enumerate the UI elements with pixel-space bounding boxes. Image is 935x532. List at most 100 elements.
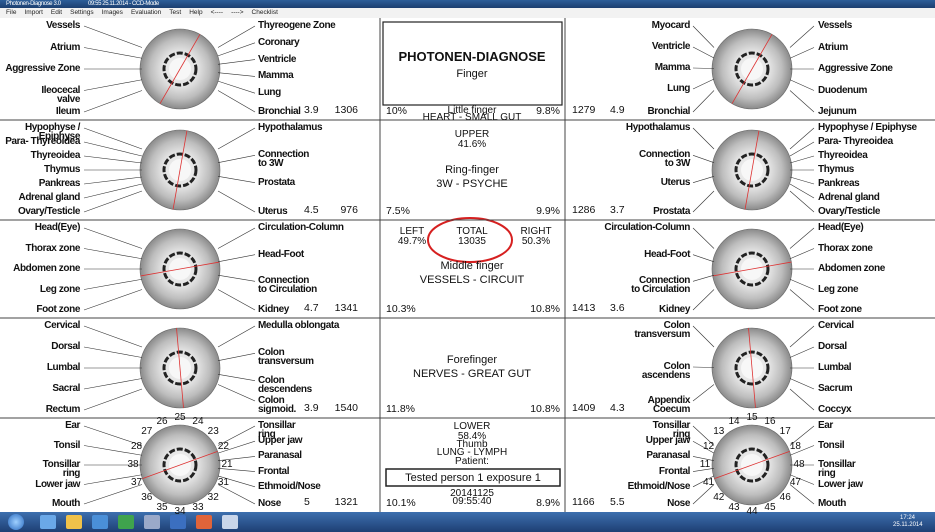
menu-item[interactable]: Images [102,9,123,17]
inner-label: Kidney [659,305,690,314]
balance-value: TOTAL [442,227,502,236]
sector-number: 27 [137,427,157,436]
menu-item[interactable]: Import [24,9,42,17]
outer-label: Leg zone [40,285,80,294]
clock-time: 17:24 [900,515,915,522]
sector-number: 16 [760,417,780,426]
inner-label: Upper jaw [646,436,690,445]
patient-label: Patient: [382,457,562,466]
menu-item[interactable]: ----> [231,9,243,17]
sector-number: 31 [213,478,233,487]
inner-label: Upper jaw [258,436,302,445]
inner-label: Circulation-Column [258,223,344,232]
sector-number: 37 [127,478,147,487]
outer-label: Cervical [44,321,80,330]
balance-value: 50.3% [506,237,566,246]
outer-label: Abdomen zone [13,264,80,273]
finger-group: NERVES - GREAT GUT [382,368,562,380]
inner-label: Nose [667,499,690,508]
outer-label: Dorsal [818,342,847,351]
right-percent: 10.8% [530,305,560,314]
menu-item[interactable]: Edit [51,9,62,17]
outer-label: Tonsillar ring [43,460,80,478]
inner-label: Appendix Coecum [648,396,690,414]
sector-number: 21 [217,460,237,469]
inner-label: Hypothalamus [258,123,322,132]
inner-label: Uterus [661,178,690,187]
inner-label: Ethmoid/Nose [258,482,320,491]
menu-item[interactable]: Settings [70,9,94,17]
inner-label: Paranasal [258,451,302,460]
outer-label: Thorax zone [26,244,81,253]
photon-count: 1413 [572,304,595,313]
menu-item[interactable]: Evaluation [131,9,161,17]
outer-label: Pankreas [818,179,859,188]
photon-count: 1409 [572,404,595,413]
outer-label: Lower jaw [818,480,863,489]
sector-number: 26 [152,417,172,426]
inner-label: Circulation-Column [604,223,690,232]
outer-label: Adrenal gland [19,193,80,202]
outer-label: Head(Eye) [818,223,863,232]
inner-label: Colon ascendens [642,362,690,380]
outer-label: Mouth [818,499,846,508]
finger-name: Forefinger [382,354,562,366]
hand-section: 41.6% [382,140,562,149]
outer-label: Hypophyse / Epiphyse [818,123,917,132]
sector-number: 13 [709,427,729,436]
inner-label: Head-Foot [258,250,304,259]
outer-label: Cervical [818,321,854,330]
menu-item[interactable]: <---- [211,9,223,17]
finger-group: 3W - PSYCHE [382,178,562,190]
sector-number: 45 [760,503,780,512]
finger-name: Ring-finger [382,164,562,176]
sector-number: 12 [699,442,719,451]
app-heading: PHOTONEN-DIAGNOSE [382,50,562,64]
inner-label: Lung [667,84,690,93]
finger-name: Middle finger [382,260,562,272]
menu-item[interactable]: Checklist [252,9,278,17]
sector-number: 17 [775,427,795,436]
inner-label: Frontal [258,467,289,476]
outer-label: Pankreas [39,179,80,188]
inner-label: Colon descendens [258,376,312,394]
sector-number: 18 [785,442,805,451]
menu-item[interactable]: Help [189,9,202,17]
outer-label: Ileum [56,107,80,116]
left-percent: 11.8% [386,405,415,414]
outer-label: Vessels [46,21,80,30]
inner-label: Connection to 3W [258,150,309,168]
inner-label: Mamma [655,63,690,72]
inner-label: Ventricle [652,42,690,51]
sector-number: 41 [699,478,719,487]
menu-item[interactable]: Test [169,9,181,17]
inner-label: Uterus [258,207,287,216]
right-percent: 10.8% [530,405,560,414]
inner-label: Kidney [258,305,289,314]
outer-label: Vessels [818,21,852,30]
photon-count: 1166 [572,498,595,507]
outer-label: Atrium [818,43,848,52]
right-percent: 9.9% [536,207,560,216]
patient-name: Tested person 1 exposure 1 [387,473,559,484]
photon-count: 1306 [335,106,358,115]
finger-group: VESSELS - CIRCUIT [382,274,562,286]
inner-label: Ventricle [258,55,296,64]
outer-label: Thyreoidea [31,151,80,160]
sector-number: 22 [213,442,233,451]
outer-label: Head(Eye) [35,223,80,232]
left-percent: 10.3% [386,305,416,314]
outer-label: Leg zone [818,285,858,294]
sector-number: 23 [203,427,223,436]
finger-group: HEART - SMALL GUT [382,113,562,122]
outer-label: Aggressive Zone [5,64,80,73]
outer-label: Sacral [52,384,80,393]
inner-label: Colon sigmoid. [258,396,296,414]
clock-date: 25.11.2014 [893,522,923,529]
inner-label: Colon transversum [634,321,690,339]
intensity-value: 3.7 [610,206,625,215]
balance-value: 13035 [442,237,502,246]
outer-label: Thorax zone [818,244,873,253]
menu-item[interactable]: File [6,9,16,17]
sector-number: 35 [152,503,172,512]
